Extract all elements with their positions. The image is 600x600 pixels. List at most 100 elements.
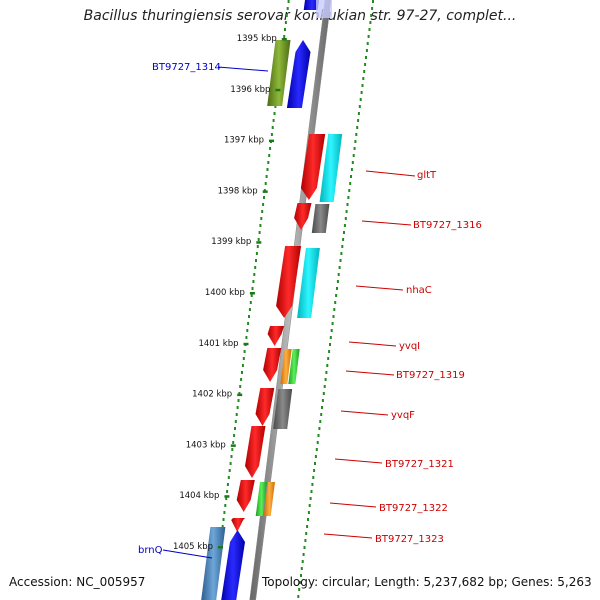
guide-dot-left bbox=[262, 203, 265, 206]
guide-dot-right bbox=[301, 560, 304, 563]
guide-dot-right bbox=[350, 168, 353, 171]
guide-dot-right bbox=[357, 119, 360, 122]
accession-text: Accession: NC_005957 bbox=[9, 575, 146, 589]
gene-label-right[interactable]: BT9727_1323 bbox=[375, 534, 444, 545]
guide-dot-left bbox=[230, 455, 233, 458]
gene-label-right[interactable]: gltT bbox=[417, 170, 437, 181]
guide-dot-left bbox=[223, 511, 226, 514]
guide-dot-right bbox=[312, 476, 315, 479]
guide-dot-left bbox=[235, 413, 238, 416]
guide-dot-right bbox=[327, 357, 330, 360]
guide-dot-right bbox=[324, 378, 327, 381]
guide-dot-left bbox=[221, 525, 224, 528]
callout-line-right bbox=[329, 502, 377, 508]
guide-dot-left bbox=[269, 147, 272, 150]
guide-dot-left bbox=[283, 35, 286, 38]
guide-dot-right bbox=[320, 413, 323, 416]
guide-dot-left bbox=[234, 420, 237, 423]
guide-dot-right bbox=[346, 203, 349, 206]
guide-dot-right bbox=[326, 364, 329, 367]
guide-dot-left bbox=[263, 196, 265, 199]
guide-dot-right bbox=[343, 224, 346, 227]
guide-dot-right bbox=[304, 539, 307, 542]
guide-dot-left bbox=[256, 245, 259, 248]
scale-tick-mark bbox=[218, 546, 223, 549]
gene-block-cyan-1 bbox=[319, 134, 343, 202]
guide-dot-left bbox=[242, 357, 245, 360]
guide-dot-right bbox=[336, 280, 339, 283]
guide-dot-left bbox=[226, 483, 229, 486]
gene-label-right[interactable]: nhaC bbox=[406, 285, 432, 296]
callout-line-right bbox=[348, 341, 397, 347]
gene-label-right[interactable]: BT9727_1319 bbox=[396, 370, 465, 381]
scale-tick-label: 1397 kbp bbox=[224, 136, 264, 146]
guide-dot-right bbox=[311, 483, 314, 486]
scale-ticks: 1395 kbp 1396 kbp 1397 kbp 1398 kbp 1399 kbp… bbox=[173, 34, 287, 552]
guide-dot-right bbox=[362, 77, 365, 80]
scale-tick-mark bbox=[256, 241, 262, 244]
gene-label-right[interactable]: yvqI bbox=[399, 341, 420, 352]
guide-dot-right bbox=[341, 245, 344, 248]
gene-arrow-bt9727-1321 bbox=[245, 426, 266, 478]
guide-dot-right bbox=[310, 490, 313, 493]
guide-dot-right bbox=[370, 14, 373, 17]
guide-dot-right bbox=[349, 182, 352, 185]
scale-tick-mark bbox=[243, 342, 249, 346]
callout-line-right bbox=[361, 220, 412, 226]
callout-line-right bbox=[340, 410, 389, 416]
gene-arrow-yvqf bbox=[255, 388, 275, 426]
gene-block-gray-1 bbox=[311, 204, 330, 233]
guide-dot-right bbox=[354, 140, 357, 143]
guide-dot-right bbox=[338, 266, 341, 269]
gene-block-green-2 bbox=[255, 482, 267, 516]
guide-dot-right bbox=[366, 42, 369, 45]
guide-dot-right bbox=[359, 98, 362, 101]
scale-tick-label: 1405 kbp bbox=[173, 542, 213, 552]
guide-dot-right bbox=[308, 504, 311, 507]
guide-dot-left bbox=[240, 378, 243, 381]
gene-arrow-nhac bbox=[276, 246, 302, 318]
guide-dot-left bbox=[245, 336, 248, 339]
guide-dot-right bbox=[307, 518, 309, 521]
guide-dot-left bbox=[254, 266, 257, 269]
callout-line-left bbox=[162, 549, 213, 559]
scale-tick-mark bbox=[249, 292, 255, 295]
guide-dot-right bbox=[300, 567, 303, 570]
guide-dot-left bbox=[249, 301, 252, 304]
guide-dot-right bbox=[315, 448, 318, 451]
guide-dot-left bbox=[258, 231, 261, 234]
guide-dot-right bbox=[361, 84, 364, 87]
gene-label-left[interactable]: brnQ bbox=[138, 545, 163, 556]
guide-dot-right bbox=[357, 112, 360, 115]
guide-dot-left bbox=[238, 392, 241, 395]
guide-dot-left bbox=[236, 406, 239, 409]
guide-dot-left bbox=[286, 7, 289, 10]
scale-tick-mark bbox=[281, 38, 287, 41]
guide-dot-right bbox=[367, 35, 370, 38]
gene-label-right[interactable]: BT9727_1322 bbox=[379, 503, 448, 514]
gene-label-right[interactable]: yvqF bbox=[391, 410, 415, 421]
guide-dot-left bbox=[255, 252, 258, 255]
guide-dot-right bbox=[334, 301, 337, 304]
gene-block-steel bbox=[201, 527, 226, 600]
gene-label-left[interactable]: BT9727_1314 bbox=[152, 62, 221, 73]
callout-line-right bbox=[355, 285, 404, 291]
guide-dot-right bbox=[339, 259, 342, 262]
guide-dot-right bbox=[299, 581, 302, 584]
gene-label-right[interactable]: BT9727_1316 bbox=[413, 220, 482, 231]
guide-dot-right bbox=[337, 273, 340, 276]
guide-dot-right bbox=[329, 343, 331, 346]
scale-tick-label: 1400 kbp bbox=[205, 288, 245, 298]
gene-label-right[interactable]: BT9727_1321 bbox=[385, 459, 454, 470]
gene-block-cyan-2 bbox=[297, 248, 320, 318]
guide-dot-right bbox=[356, 126, 359, 129]
guide-dot-left bbox=[231, 448, 234, 451]
scale-tick-label: 1399 kbp bbox=[211, 237, 251, 247]
guide-dot-right bbox=[325, 371, 328, 374]
callout-line-right bbox=[323, 533, 373, 539]
guide-dot-left bbox=[260, 217, 263, 220]
gene-arrow-yvqi bbox=[267, 326, 285, 346]
guide-dot-right bbox=[333, 308, 336, 311]
guide-dot-left bbox=[225, 497, 228, 500]
guide-dot-right bbox=[298, 588, 301, 591]
